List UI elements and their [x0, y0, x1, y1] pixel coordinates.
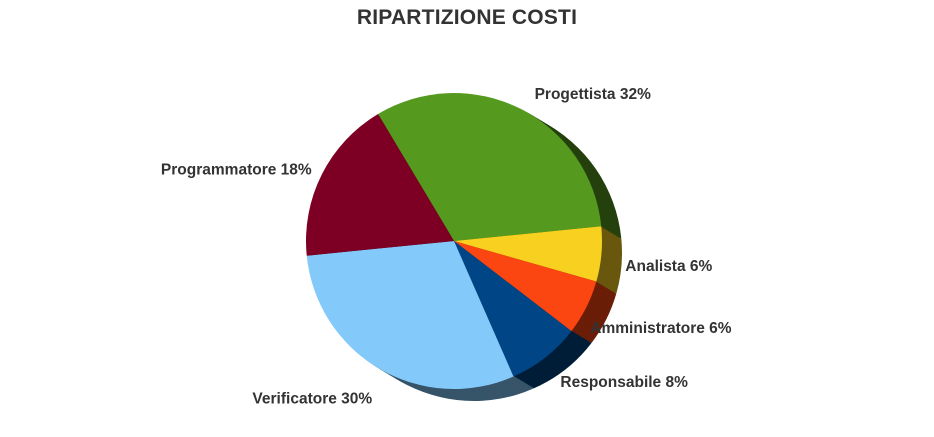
chart-title: RIPARTIZIONE COSTI — [356, 6, 578, 29]
slice-label-programmatore: Programmatore 18% — [161, 161, 312, 178]
pie-labels: Progettista 32% Analista 6% Amministratore… — [161, 86, 732, 408]
slice-label-progettista: Progettista 32% — [535, 86, 652, 103]
slice-label-responsabile: Responsabile 8% — [560, 374, 688, 391]
slice-label-analista: Analista 6% — [625, 258, 712, 275]
slice-label-amministratore: Amministratore 6% — [590, 320, 731, 337]
slice-responsabile — [454, 241, 572, 377]
slice-amministratore — [454, 241, 597, 332]
pie-top — [305, 93, 603, 390]
slice-label-verificatore: Verificatore 30% — [252, 391, 372, 408]
slice-analista — [454, 226, 603, 282]
slice-verificatore — [306, 241, 514, 390]
slice-progettista — [378, 93, 602, 241]
slice-programmatore — [305, 114, 454, 256]
